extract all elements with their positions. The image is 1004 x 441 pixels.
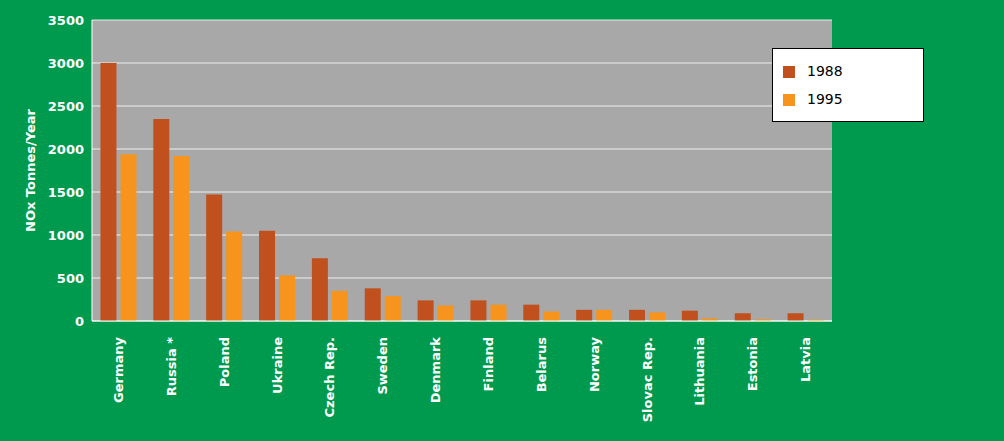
svg-text:Belarus: Belarus xyxy=(534,337,549,393)
svg-text:Estonia: Estonia xyxy=(745,337,760,391)
svg-text:1500: 1500 xyxy=(48,185,84,200)
svg-text:Ukraine: Ukraine xyxy=(270,337,285,394)
svg-text:Norway: Norway xyxy=(587,336,602,392)
svg-text:Denmark: Denmark xyxy=(428,337,443,404)
html-text:1995: 1995 xyxy=(807,91,843,107)
svg-text:3000: 3000 xyxy=(48,56,84,71)
svg-text:NOx Tonnes/Year: NOx Tonnes/Year xyxy=(23,108,38,232)
svg-text:Czech Rep.: Czech Rep. xyxy=(322,337,337,417)
html-text:1988: 1988 xyxy=(807,63,843,79)
svg-text:Lithuania: Lithuania xyxy=(692,337,707,406)
svg-text:0: 0 xyxy=(75,314,84,329)
svg-text:500: 500 xyxy=(57,271,84,286)
svg-text:Latvia: Latvia xyxy=(798,337,813,382)
svg-text:1000: 1000 xyxy=(48,228,84,243)
svg-text:Poland: Poland xyxy=(217,337,232,387)
svg-text:2500: 2500 xyxy=(48,99,84,114)
svg-text:Germany: Germany xyxy=(111,336,126,402)
svg-text:2000: 2000 xyxy=(48,142,84,157)
svg-text:3500: 3500 xyxy=(48,13,84,28)
svg-text:Russia *: Russia * xyxy=(164,337,179,396)
svg-text:Slovac Rep.: Slovac Rep. xyxy=(640,337,655,422)
svg-text:Sweden: Sweden xyxy=(375,337,390,395)
svg-text:Finland: Finland xyxy=(481,337,496,391)
